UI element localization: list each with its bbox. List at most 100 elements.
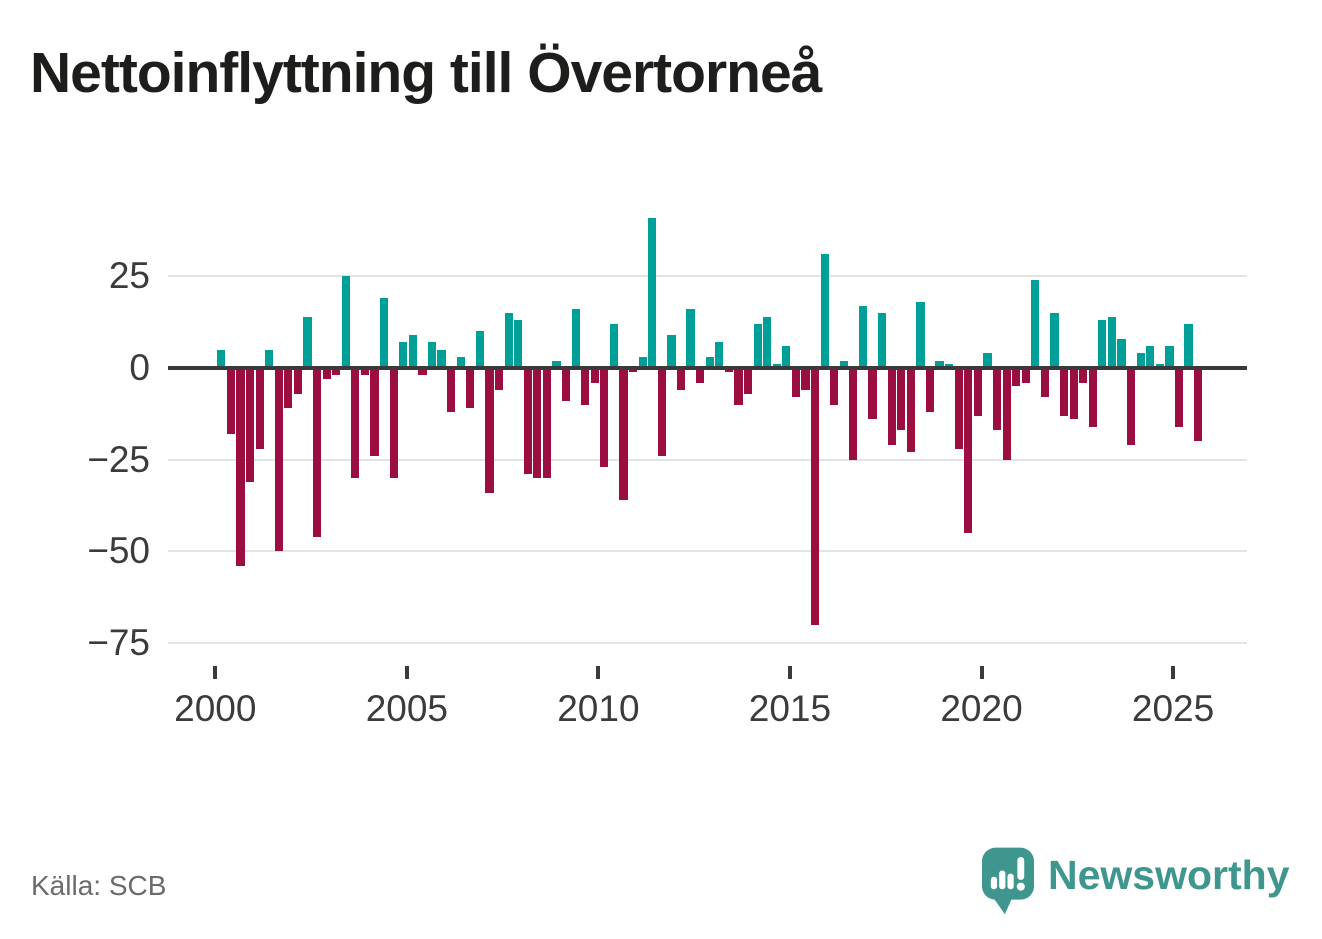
bar xyxy=(380,298,389,368)
bar xyxy=(408,334,417,368)
bar xyxy=(1031,279,1040,368)
bar xyxy=(236,368,245,567)
bar xyxy=(983,353,992,368)
bar xyxy=(1136,353,1145,368)
bar xyxy=(830,368,839,405)
bar xyxy=(1069,368,1078,420)
bar xyxy=(964,368,973,534)
bar xyxy=(265,349,274,368)
bar xyxy=(552,360,561,368)
bar xyxy=(686,309,695,368)
x-axis-label: 2010 xyxy=(557,688,640,729)
y-axis-label: −75 xyxy=(87,622,150,664)
bar xyxy=(322,368,331,379)
bar xyxy=(475,331,484,368)
bar xyxy=(676,368,686,390)
bar xyxy=(954,368,963,449)
bar xyxy=(801,368,810,390)
bar xyxy=(849,368,858,460)
brand-wordmark: Newsworthy xyxy=(1048,852,1290,898)
bar xyxy=(351,368,360,479)
y-axis-label: 0 xyxy=(129,347,150,388)
bar xyxy=(1002,368,1011,460)
bar xyxy=(753,323,762,368)
speech-bubble-bar-chart-icon xyxy=(982,847,1034,915)
bar xyxy=(1059,368,1069,416)
bar xyxy=(255,368,264,449)
bar xyxy=(868,368,877,420)
gridline-y--75 xyxy=(168,642,1247,645)
zero-axis-line xyxy=(168,366,1247,370)
bar xyxy=(1021,368,1030,383)
bar xyxy=(667,334,676,368)
bar xyxy=(466,368,475,409)
y-axis-label: 25 xyxy=(108,255,150,297)
bar xyxy=(657,368,666,457)
bar xyxy=(1146,345,1155,368)
gridline-y--50 xyxy=(168,550,1247,553)
bar xyxy=(1079,368,1088,383)
bar xyxy=(734,368,743,405)
bar xyxy=(456,356,465,368)
bar xyxy=(1117,338,1126,368)
bar xyxy=(916,301,925,368)
bar xyxy=(935,360,944,368)
y-axis-label: −50 xyxy=(87,530,150,572)
bar xyxy=(715,342,724,368)
bar xyxy=(341,276,350,368)
bar xyxy=(1127,368,1136,446)
bar xyxy=(1088,368,1097,427)
bar xyxy=(485,368,494,493)
bar xyxy=(332,368,341,376)
bar xyxy=(418,368,427,376)
bar xyxy=(1050,312,1059,368)
bar xyxy=(303,316,312,368)
bar xyxy=(447,368,456,413)
bar xyxy=(1194,368,1203,442)
bar xyxy=(370,368,379,457)
bar xyxy=(791,368,800,398)
bar xyxy=(1040,368,1049,398)
bar xyxy=(226,368,235,435)
bar xyxy=(820,254,829,368)
bar xyxy=(897,368,906,431)
x-axis-label: 2005 xyxy=(365,688,448,729)
bar xyxy=(590,368,599,383)
bar xyxy=(581,368,590,405)
bar xyxy=(389,368,398,479)
bar xyxy=(810,368,820,625)
bar xyxy=(561,368,571,401)
bar xyxy=(533,368,542,479)
bar xyxy=(360,368,370,376)
bar xyxy=(494,368,504,390)
bar xyxy=(284,368,293,409)
bar xyxy=(638,356,647,368)
bar xyxy=(523,368,532,475)
bar xyxy=(293,368,302,394)
gridline-y-25 xyxy=(168,275,1247,278)
bar xyxy=(399,342,408,368)
x-axis-tick-2000 xyxy=(213,666,218,679)
bar xyxy=(973,368,982,416)
bar xyxy=(504,312,513,368)
bar xyxy=(696,368,705,383)
x-axis-label: 2015 xyxy=(748,688,832,729)
bar xyxy=(609,323,619,368)
source-note: Källa: SCB xyxy=(31,870,167,901)
y-axis-label: −25 xyxy=(87,438,150,480)
bar xyxy=(992,368,1002,431)
x-axis-tick-2015 xyxy=(787,666,792,679)
x-axis-label: 2000 xyxy=(174,688,257,729)
bar xyxy=(600,368,609,468)
bar xyxy=(619,368,628,501)
bar xyxy=(571,309,580,368)
bar xyxy=(743,368,753,394)
bar xyxy=(782,345,791,368)
bar xyxy=(427,342,437,368)
chart-title: Nettoinflyttning till Övertorneå xyxy=(30,41,822,105)
bar xyxy=(1098,320,1107,368)
x-axis-tick-2005 xyxy=(404,666,409,679)
bar xyxy=(245,368,255,482)
